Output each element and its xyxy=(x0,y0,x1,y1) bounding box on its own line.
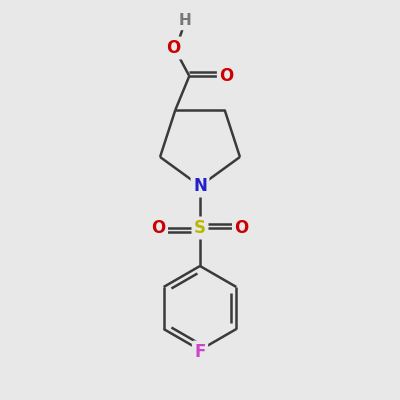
Text: N: N xyxy=(193,177,207,195)
Text: S: S xyxy=(194,219,206,237)
Text: O: O xyxy=(151,219,166,237)
Text: O: O xyxy=(219,67,234,85)
Text: F: F xyxy=(194,343,206,361)
Text: H: H xyxy=(178,13,191,28)
Text: O: O xyxy=(166,39,180,57)
Text: O: O xyxy=(234,219,249,237)
